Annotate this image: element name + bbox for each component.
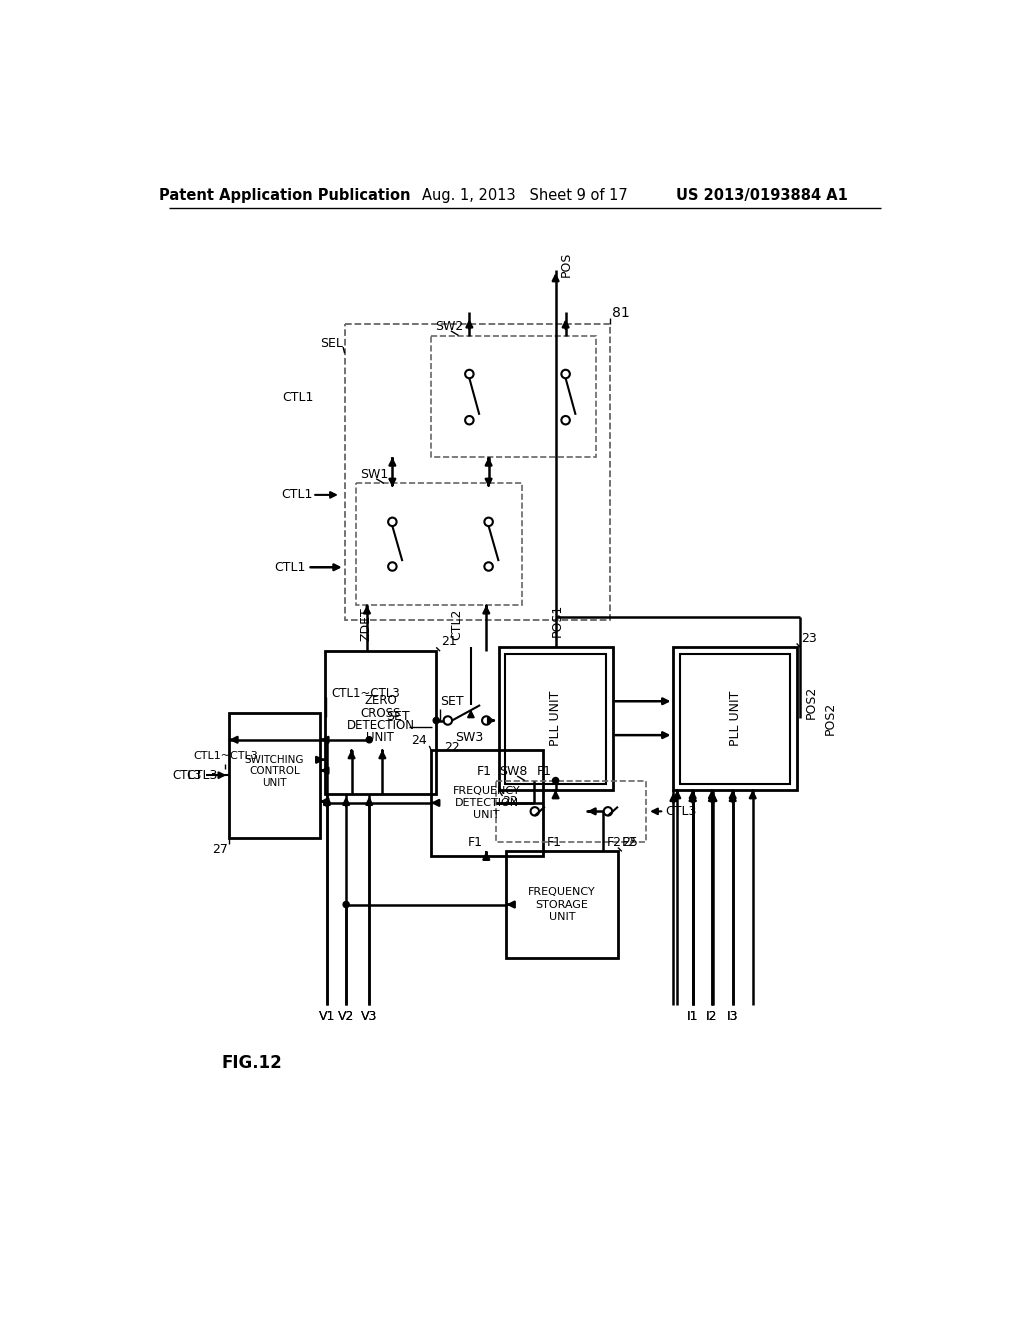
Text: 27: 27 xyxy=(212,842,227,855)
Text: UNIT: UNIT xyxy=(473,810,500,820)
Text: I2: I2 xyxy=(707,1010,718,1023)
Text: SEL: SEL xyxy=(321,337,343,350)
Bar xyxy=(496,780,646,842)
Text: 21: 21 xyxy=(441,635,457,648)
Circle shape xyxy=(324,800,330,807)
Text: F1: F1 xyxy=(547,836,561,849)
Bar xyxy=(506,851,617,958)
Text: CTL1~CTL3: CTL1~CTL3 xyxy=(332,686,400,700)
Text: FREQUENCY: FREQUENCY xyxy=(528,887,596,898)
Text: V1: V1 xyxy=(318,1010,335,1023)
Text: UNIT: UNIT xyxy=(262,777,287,788)
Text: POS1: POS1 xyxy=(550,603,563,638)
Text: POS: POS xyxy=(559,252,572,277)
Text: CTL3: CTL3 xyxy=(186,768,217,781)
Text: SWITCHING: SWITCHING xyxy=(245,755,304,764)
Text: CTL2: CTL2 xyxy=(451,609,463,640)
Text: 81: 81 xyxy=(611,306,630,321)
Bar xyxy=(505,653,606,784)
Text: Aug. 1, 2013   Sheet 9 of 17: Aug. 1, 2013 Sheet 9 of 17 xyxy=(422,187,628,203)
Text: CTL1: CTL1 xyxy=(283,391,313,404)
Text: CTL1: CTL1 xyxy=(281,488,312,502)
Text: US 2013/0193884 A1: US 2013/0193884 A1 xyxy=(676,187,848,203)
Text: CROSS: CROSS xyxy=(360,706,400,719)
Text: DETECTION: DETECTION xyxy=(346,719,415,733)
Text: CTL3: CTL3 xyxy=(665,805,696,818)
Text: F1: F1 xyxy=(537,764,552,777)
Text: POS2: POS2 xyxy=(823,701,837,735)
Text: SW8: SW8 xyxy=(500,764,527,777)
Text: DETECTION: DETECTION xyxy=(455,797,519,808)
Circle shape xyxy=(367,737,373,743)
Text: I3: I3 xyxy=(727,1010,738,1023)
Text: PLL UNIT: PLL UNIT xyxy=(728,690,741,746)
Text: I1: I1 xyxy=(687,1010,698,1023)
Text: CTL1: CTL1 xyxy=(274,561,306,574)
Text: 22: 22 xyxy=(444,741,460,754)
Text: CTL1~CTL3: CTL1~CTL3 xyxy=(193,751,258,760)
Bar xyxy=(325,651,436,793)
Circle shape xyxy=(343,902,349,908)
Text: I3: I3 xyxy=(727,1010,738,1023)
Text: 22: 22 xyxy=(503,795,518,808)
Text: V3: V3 xyxy=(361,1010,378,1023)
Text: F2: F2 xyxy=(606,836,622,849)
Bar xyxy=(680,653,791,784)
Text: V2: V2 xyxy=(338,1010,354,1023)
Text: POS2: POS2 xyxy=(805,686,818,719)
Text: CONTROL: CONTROL xyxy=(249,767,300,776)
Text: ZDET: ZDET xyxy=(359,607,373,642)
Text: ZERO: ZERO xyxy=(365,694,397,708)
Text: PLL UNIT: PLL UNIT xyxy=(549,690,562,746)
Text: SW1: SW1 xyxy=(360,467,388,480)
Text: FREQUENCY: FREQUENCY xyxy=(453,785,520,796)
Bar xyxy=(229,713,319,838)
Text: 23: 23 xyxy=(801,631,817,644)
Text: 25: 25 xyxy=(623,836,639,849)
Text: SET: SET xyxy=(386,710,410,723)
Text: SW2: SW2 xyxy=(435,319,463,333)
Text: UNIT: UNIT xyxy=(367,731,394,744)
Text: FIG.12: FIG.12 xyxy=(221,1055,283,1072)
Text: STORAGE: STORAGE xyxy=(536,899,589,909)
Text: V3: V3 xyxy=(361,1010,378,1023)
Text: F2: F2 xyxy=(622,836,637,849)
Text: I1: I1 xyxy=(687,1010,698,1023)
Circle shape xyxy=(553,777,559,784)
Bar xyxy=(499,647,612,789)
Bar xyxy=(431,335,596,457)
Text: UNIT: UNIT xyxy=(549,912,575,921)
Text: V1: V1 xyxy=(318,1010,335,1023)
Text: F1: F1 xyxy=(467,836,482,849)
Bar xyxy=(674,647,797,789)
Text: I2: I2 xyxy=(707,1010,718,1023)
Text: 24: 24 xyxy=(412,734,427,747)
Bar xyxy=(356,483,521,605)
Bar xyxy=(431,750,543,855)
Text: V2: V2 xyxy=(338,1010,354,1023)
Text: F1: F1 xyxy=(477,764,492,777)
Bar xyxy=(345,323,610,620)
Text: SW3: SW3 xyxy=(456,731,483,744)
Circle shape xyxy=(433,718,439,723)
Text: Patent Application Publication: Patent Application Publication xyxy=(159,187,411,203)
Text: CTL3: CTL3 xyxy=(173,768,202,781)
Text: SET: SET xyxy=(440,694,464,708)
